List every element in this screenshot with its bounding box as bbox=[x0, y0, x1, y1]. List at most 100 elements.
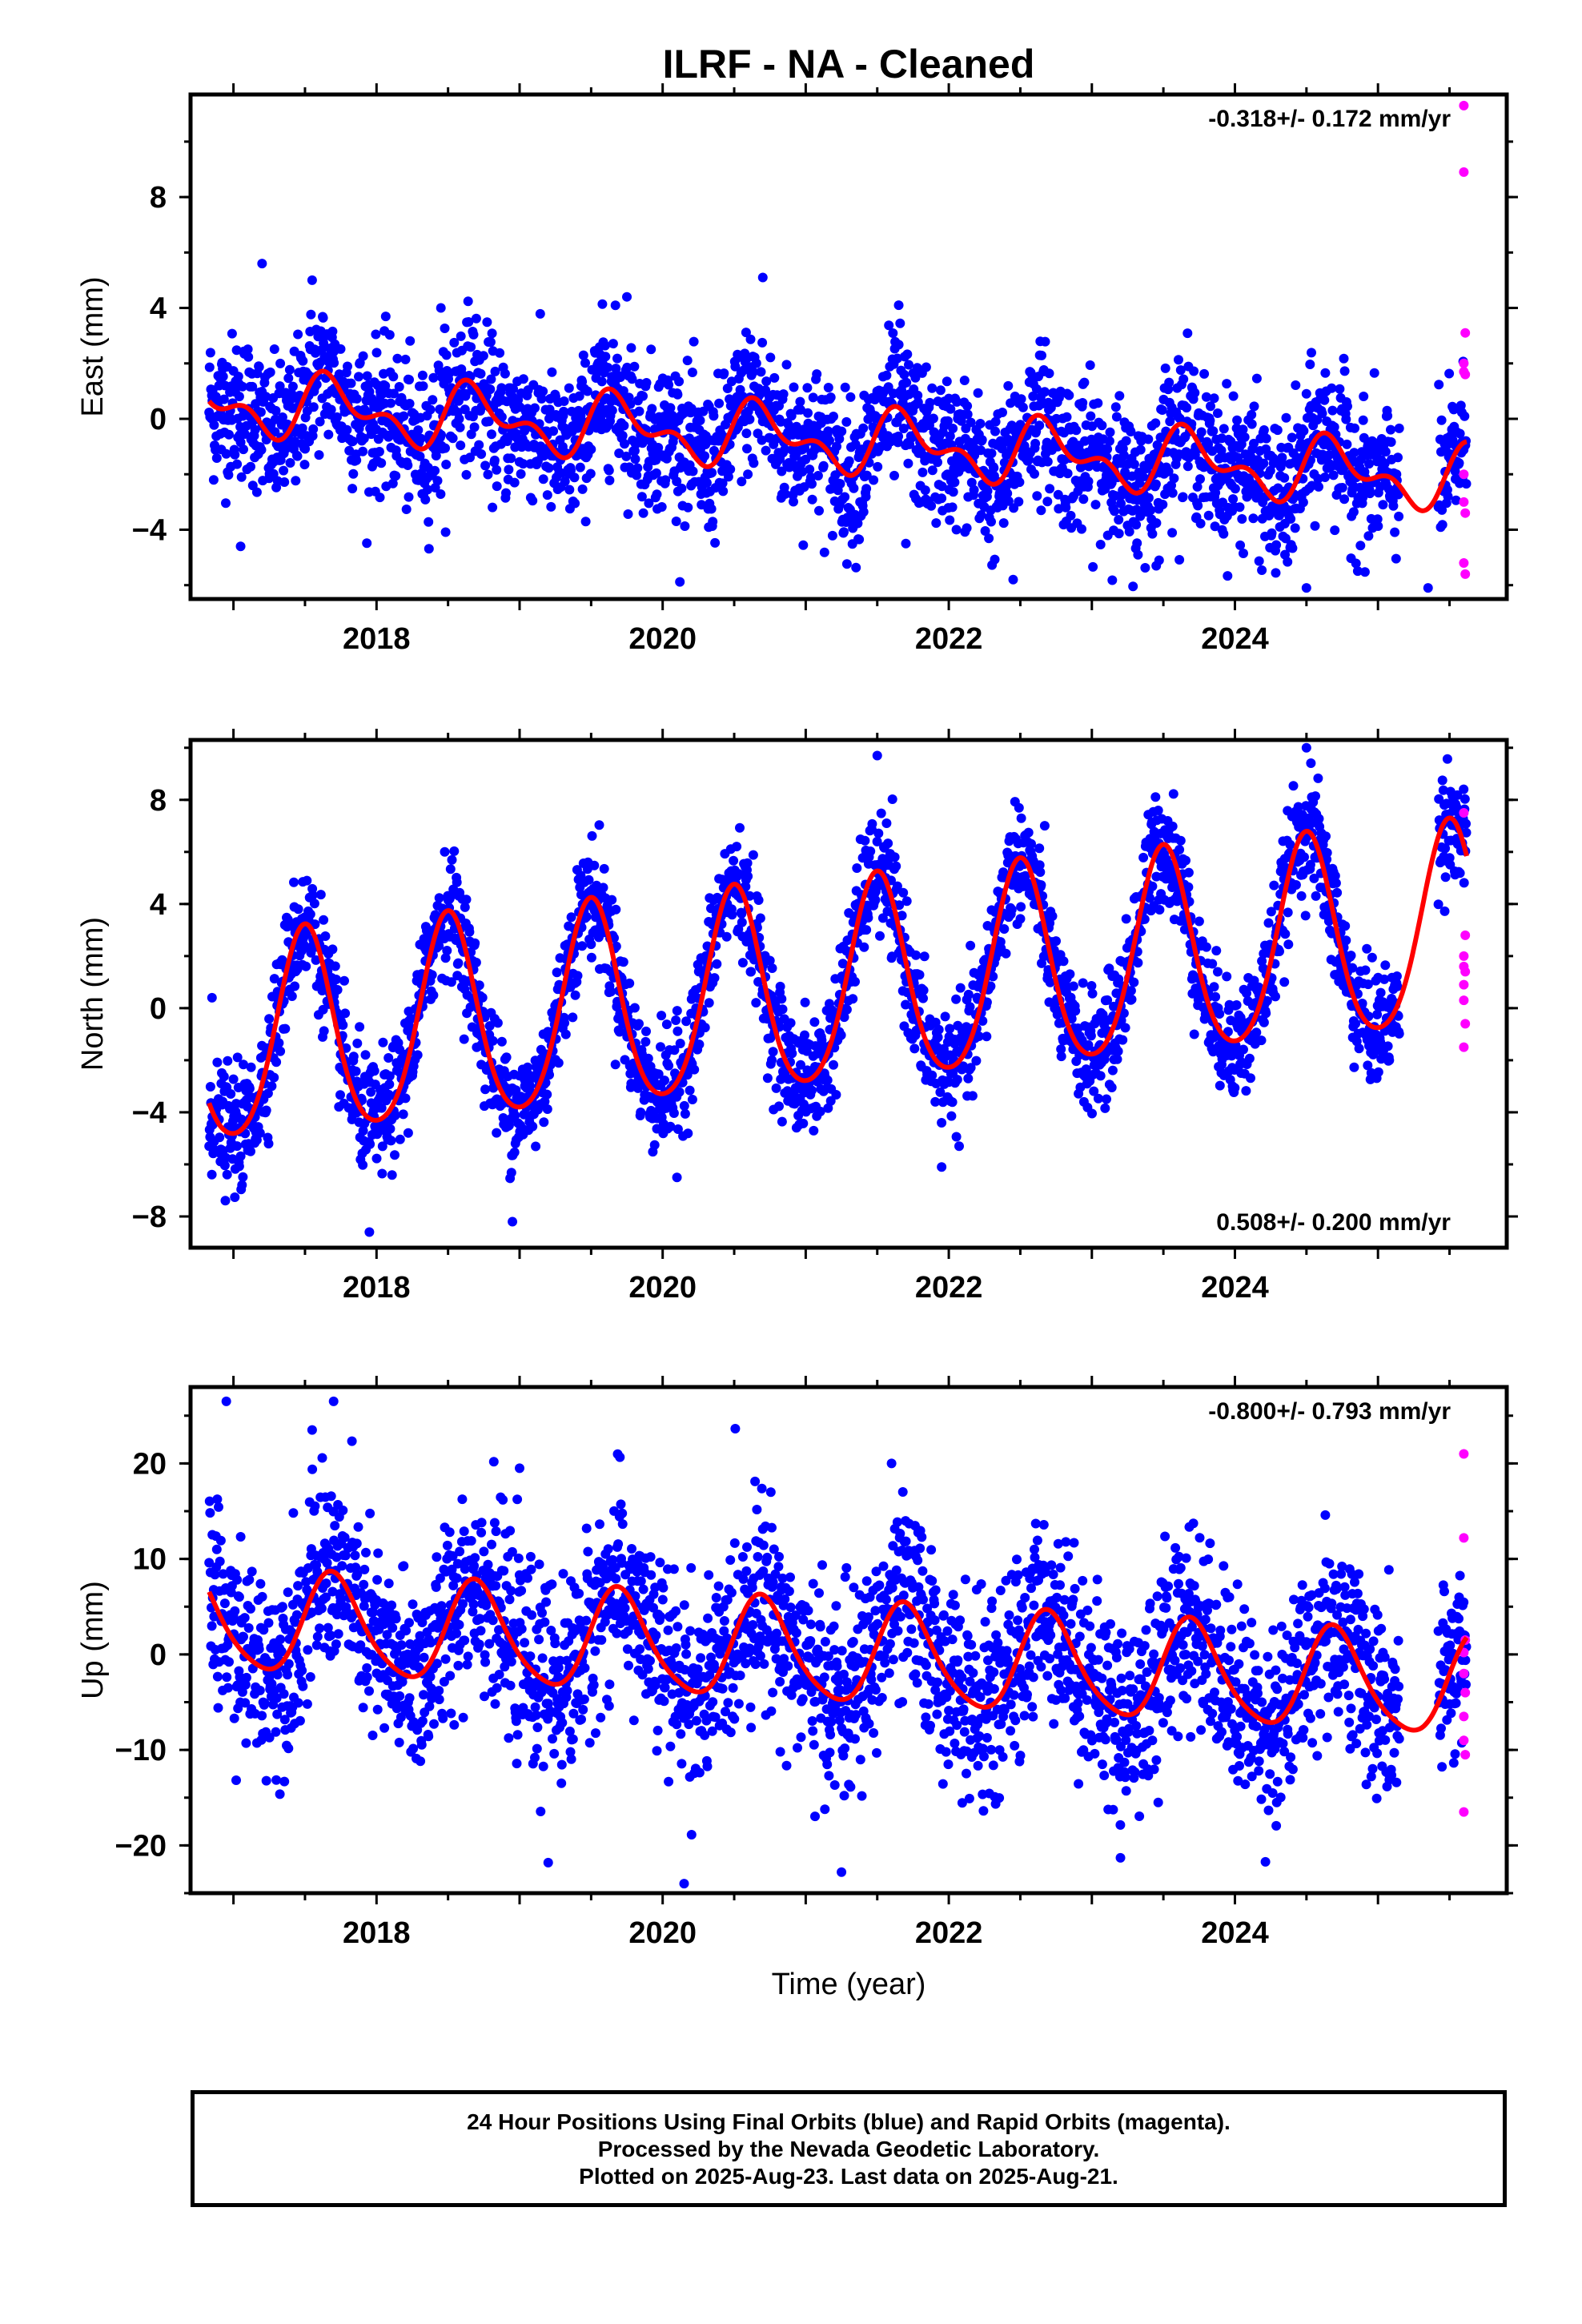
data-point bbox=[817, 1035, 827, 1045]
data-point bbox=[392, 353, 403, 364]
data-point bbox=[669, 1045, 680, 1055]
data-point bbox=[643, 1053, 653, 1063]
data-point bbox=[966, 1063, 976, 1073]
data-point bbox=[1087, 988, 1098, 999]
data-point bbox=[1359, 392, 1369, 401]
data-point bbox=[519, 1109, 529, 1120]
data-point bbox=[861, 470, 872, 480]
data-point bbox=[611, 364, 621, 374]
data-point bbox=[1378, 500, 1388, 510]
data-point bbox=[1168, 789, 1178, 799]
data-point bbox=[1319, 472, 1330, 482]
data-point bbox=[1286, 514, 1296, 524]
data-point bbox=[1113, 1046, 1123, 1056]
data-point bbox=[839, 527, 849, 537]
data-point bbox=[292, 451, 303, 461]
data-point bbox=[1097, 420, 1107, 431]
data-point bbox=[1277, 452, 1287, 463]
data-point bbox=[839, 1012, 849, 1023]
data-point bbox=[485, 384, 496, 395]
data-point bbox=[726, 376, 737, 387]
data-point bbox=[1121, 914, 1131, 924]
data-point bbox=[1249, 401, 1259, 412]
data-point bbox=[786, 411, 797, 421]
data-point bbox=[606, 987, 616, 997]
data-point bbox=[271, 1057, 282, 1068]
data-point bbox=[777, 1116, 787, 1127]
data-point bbox=[445, 864, 456, 875]
data-point bbox=[1167, 821, 1178, 831]
data-point bbox=[1006, 904, 1017, 915]
data-point bbox=[1219, 529, 1229, 539]
data-point bbox=[664, 1060, 674, 1071]
data-point bbox=[390, 1150, 400, 1160]
data-point bbox=[275, 1046, 286, 1056]
data-point bbox=[230, 1192, 240, 1202]
data-point bbox=[767, 1055, 777, 1065]
data-point bbox=[318, 312, 328, 323]
data-point bbox=[412, 1050, 423, 1060]
data-point bbox=[1183, 867, 1194, 878]
y-tick-label: 0 bbox=[150, 403, 167, 436]
data-point bbox=[1394, 511, 1404, 521]
data-point bbox=[293, 329, 303, 340]
data-point bbox=[566, 465, 576, 476]
data-point bbox=[976, 445, 986, 456]
data-point bbox=[791, 421, 801, 432]
data-point bbox=[852, 863, 862, 873]
data-point bbox=[1121, 436, 1131, 446]
data-point bbox=[1160, 363, 1170, 373]
data-point bbox=[897, 911, 907, 921]
data-point bbox=[224, 429, 234, 440]
data-point bbox=[962, 523, 972, 533]
data-point bbox=[319, 915, 329, 925]
data-point bbox=[315, 416, 325, 427]
data-point bbox=[1182, 328, 1193, 339]
data-point bbox=[689, 336, 699, 347]
data-point bbox=[730, 361, 741, 372]
data-point bbox=[1129, 459, 1139, 469]
data-point bbox=[810, 1041, 821, 1051]
data-point bbox=[251, 487, 262, 497]
data-point bbox=[487, 328, 497, 339]
data-point bbox=[247, 381, 258, 392]
data-point bbox=[1383, 411, 1393, 421]
data-point bbox=[632, 470, 642, 480]
data-point bbox=[255, 1128, 265, 1138]
data-point bbox=[566, 912, 576, 923]
data-point bbox=[1042, 497, 1053, 507]
data-point bbox=[1335, 384, 1345, 394]
data-point bbox=[644, 498, 654, 509]
data-point bbox=[674, 376, 685, 387]
data-point bbox=[572, 971, 583, 981]
data-point bbox=[860, 835, 870, 846]
data-point bbox=[1105, 427, 1115, 437]
data-point bbox=[636, 492, 647, 502]
data-point bbox=[1102, 995, 1113, 1005]
data-point bbox=[235, 1151, 246, 1161]
data-point bbox=[420, 494, 431, 505]
data-point bbox=[1133, 549, 1143, 560]
data-point bbox=[1281, 412, 1291, 423]
data-point bbox=[1373, 521, 1383, 531]
data-point bbox=[778, 389, 789, 400]
data-point bbox=[490, 366, 500, 376]
data-point bbox=[725, 464, 736, 474]
data-point bbox=[483, 469, 493, 480]
data-point bbox=[431, 451, 441, 460]
data-point bbox=[287, 991, 297, 1001]
data-point bbox=[1339, 366, 1350, 376]
data-point bbox=[719, 368, 729, 379]
data-point bbox=[486, 374, 496, 384]
data-point bbox=[1016, 394, 1026, 404]
data-point bbox=[845, 392, 856, 402]
data-point bbox=[1093, 398, 1103, 408]
data-point bbox=[974, 1031, 984, 1041]
data-point bbox=[1090, 500, 1101, 510]
data-point bbox=[600, 340, 610, 351]
data-point bbox=[1042, 437, 1052, 448]
data-point bbox=[721, 931, 732, 942]
data-point bbox=[314, 450, 324, 460]
data-point bbox=[876, 808, 886, 818]
data-point bbox=[480, 460, 491, 471]
